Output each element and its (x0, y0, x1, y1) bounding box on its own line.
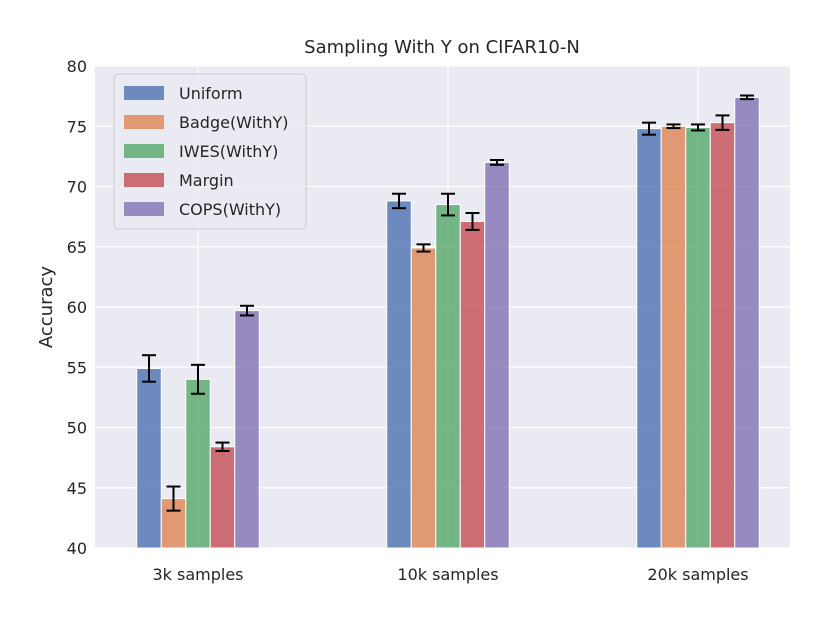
bar-uniform-1 (386, 200, 412, 549)
error-bar (740, 94, 754, 101)
error-bars (142, 94, 754, 512)
error-bar (166, 485, 181, 512)
legend-label: COPS(WithY) (179, 200, 281, 219)
bars (136, 96, 760, 549)
y-tick-label: 70 (67, 178, 87, 197)
y-tick-label: 45 (67, 479, 87, 498)
bar-iwes-withy--0 (185, 378, 211, 549)
bar-badge-withy--1 (410, 247, 437, 549)
bar-margin-1 (459, 220, 486, 549)
bar-uniform-2 (636, 128, 662, 549)
legend-item: Margin (124, 171, 234, 190)
y-tick-label: 65 (67, 238, 87, 257)
error-bar (392, 192, 406, 210)
bar-iwes-withy--1 (435, 204, 461, 549)
legend-item: Uniform (124, 84, 243, 103)
y-tick-label: 40 (67, 539, 87, 558)
legend-item: IWES(WithY) (124, 142, 278, 161)
error-bar (441, 192, 455, 217)
error-bar (142, 354, 156, 383)
error-bar (191, 363, 205, 395)
x-tick-labels: 3k samples 10k samples 20k samples (152, 565, 748, 584)
bar-cops-withy--2 (734, 96, 760, 549)
y-tick-label: 75 (67, 117, 87, 136)
legend-label: IWES(WithY) (179, 142, 278, 161)
y-tick-label: 80 (67, 57, 87, 76)
bar-uniform-0 (136, 367, 162, 549)
legend-swatch (124, 202, 164, 216)
y-axis-label: Accuracy (36, 266, 57, 349)
x-tick-label: 20k samples (647, 565, 748, 584)
bar-cops-withy--0 (234, 310, 260, 549)
legend-label: Margin (179, 171, 234, 190)
legend-item: Badge(WithY) (124, 113, 289, 132)
error-bar (416, 243, 431, 253)
bar-badge-withy--2 (660, 125, 687, 549)
x-tick-label: 3k samples (152, 565, 243, 584)
legend-box (113, 73, 307, 230)
legend-item: COPS(WithY) (124, 200, 281, 219)
error-bar (666, 123, 681, 130)
legend-swatch (124, 86, 164, 100)
bar-iwes-withy--2 (685, 126, 711, 549)
bar-cops-withy--1 (484, 161, 510, 549)
y-tick-label: 50 (67, 419, 87, 438)
y-tick-label: 55 (67, 358, 87, 377)
y-tick-label: 60 (67, 298, 87, 317)
error-bar (240, 304, 254, 317)
error-bar (691, 123, 705, 132)
legend-label: Uniform (179, 84, 243, 103)
legend-label: Badge(WithY) (179, 113, 289, 132)
error-bar (465, 212, 480, 231)
bar-margin-2 (709, 122, 736, 549)
legend-swatch (124, 144, 164, 158)
bar-margin-0 (209, 446, 236, 549)
legend-swatch (124, 115, 164, 129)
error-bar (490, 158, 504, 166)
error-bar (715, 114, 730, 131)
chart-title: Sampling With Y on CIFAR10-N (304, 37, 580, 58)
error-bar (215, 441, 230, 452)
legend: Uniform Badge(WithY) IWES(WithY) Margin COPS… (113, 73, 307, 230)
error-bar (642, 121, 656, 136)
y-tick-labels: 40 45 50 55 60 65 70 75 80 (67, 57, 87, 558)
legend-swatch (124, 173, 164, 187)
x-tick-label: 10k samples (397, 565, 498, 584)
